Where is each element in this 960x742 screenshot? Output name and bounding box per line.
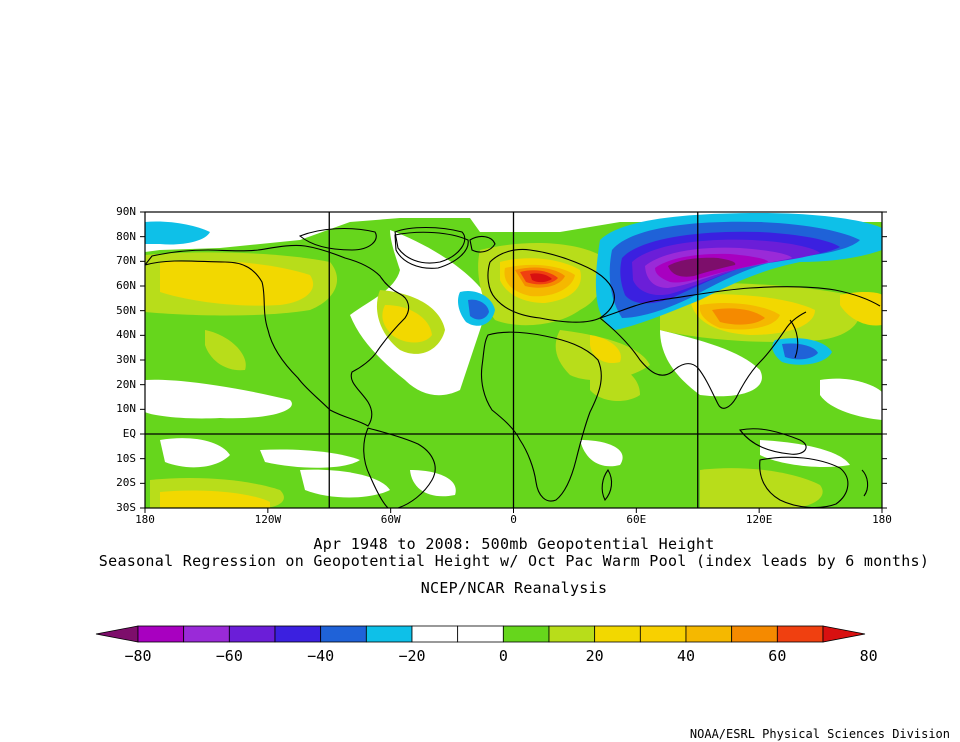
- colorbar-swatch: [731, 625, 778, 643]
- longitude-label: 180: [135, 513, 155, 526]
- longitude-label: 120E: [745, 513, 773, 526]
- colorbar-label: 0: [498, 647, 508, 665]
- colorbar: [95, 625, 866, 643]
- colorbar-swatch: [639, 625, 687, 643]
- colorbar-swatch: [228, 625, 276, 643]
- colorbar-label: −80: [124, 647, 152, 665]
- ticks: [140, 211, 887, 513]
- latitude-label: 20N: [116, 377, 136, 391]
- latitude-label: 70N: [116, 254, 136, 268]
- colorbar-min-triangle: [95, 625, 139, 643]
- longitude-label: 180: [872, 513, 892, 526]
- latitude-label: 80N: [116, 229, 136, 243]
- latitude-label: 60N: [116, 279, 136, 292]
- colorbar-label: −60: [215, 647, 243, 665]
- longitude-label: 60W: [380, 513, 401, 526]
- longitude-label: 120W: [254, 513, 282, 526]
- latitude-label: 30S: [116, 501, 136, 514]
- latitude-label: 40N: [116, 328, 136, 342]
- latitude-label: 90N: [116, 205, 136, 218]
- colorbar-swatch: [457, 625, 504, 643]
- gridlines: [145, 212, 882, 508]
- longitude-label: 60E: [626, 513, 647, 526]
- latitude-label: 20S: [116, 476, 136, 490]
- colorbar-swatch: [776, 625, 824, 643]
- colorbar-label: −20: [398, 647, 426, 665]
- colorbar-swatch: [548, 625, 596, 643]
- colorbar-swatch: [365, 625, 413, 643]
- title-line-3: NCEP/NCAR Reanalysis: [420, 579, 608, 597]
- colorbar-label: 80: [859, 647, 878, 665]
- colorbar-label: 60: [768, 647, 787, 665]
- coastlines: [145, 227, 881, 508]
- title-line-1: Apr 1948 to 2008: 500mb Geopotential Hei…: [313, 535, 715, 553]
- colorbar-swatch: [137, 625, 185, 643]
- latitude-label: 50N: [116, 303, 136, 317]
- colorbar-swatch: [502, 625, 550, 643]
- colorbar-swatch: [685, 625, 733, 643]
- colorbar-swatch: [274, 625, 322, 643]
- credit-text: NOAA/ESRL Physical Sciences Division: [689, 727, 950, 741]
- latitude-label: 30N: [116, 353, 136, 366]
- latitude-label: EQ: [122, 427, 136, 440]
- colorbar-swatch: [320, 625, 367, 643]
- colorbar-label: 40: [676, 647, 696, 665]
- colorbar-label: 20: [585, 647, 604, 665]
- latitude-label: 10S: [116, 451, 136, 465]
- colorbar-max-triangle: [822, 625, 866, 643]
- colorbar-swatch: [411, 625, 459, 643]
- colorbar-swatch: [183, 625, 230, 643]
- longitude-label: 0: [510, 513, 517, 526]
- latitude-label: 10N: [116, 402, 136, 416]
- colorbar-swatch: [594, 625, 641, 643]
- title-line-2: Seasonal Regression on Geopotential Heig…: [98, 552, 930, 570]
- colorbar-label: −40: [307, 647, 335, 665]
